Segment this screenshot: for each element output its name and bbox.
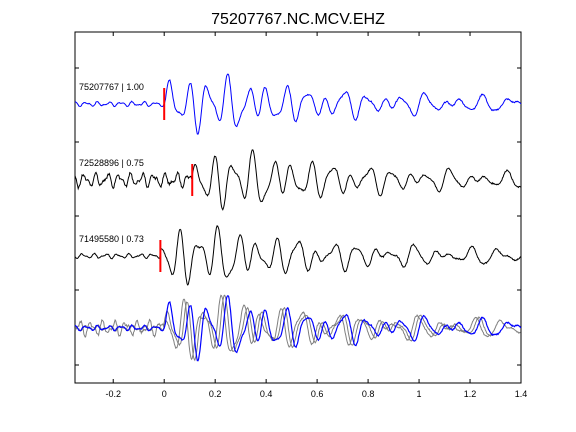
overlay-trace-71495580	[78, 294, 521, 361]
stacked-overlay	[74, 294, 522, 362]
x-tick-label: 0.8	[362, 389, 375, 399]
chart-title: 75207767.NC.MCV.EHZ	[211, 11, 385, 28]
x-axis-ticks: -0.2 0 0.2 0.4 0.6 0.8 1 1.2 1.4	[105, 32, 527, 399]
x-tick-label: 0	[162, 389, 167, 399]
x-tick-label: 0.2	[209, 389, 222, 399]
y-ticks	[75, 67, 521, 366]
trace-layer	[74, 73, 522, 286]
x-tick-label: 1	[417, 389, 422, 399]
trace-label: 71495580 | 0.73	[79, 234, 144, 244]
trace-label: 75207767 | 1.00	[79, 82, 144, 92]
plot-frame	[74, 31, 522, 384]
x-tick-label: 0.6	[311, 389, 324, 399]
x-tick-label: 1.2	[464, 389, 477, 399]
x-tick-label: -0.2	[105, 389, 121, 399]
trace-72528896	[74, 149, 521, 211]
trace-75207767	[74, 73, 522, 135]
trace-71495580	[74, 225, 522, 286]
x-tick-label: 1.4	[515, 389, 528, 399]
trace-label: 72528896 | 0.75	[79, 158, 144, 168]
x-tick-label: 0.4	[260, 389, 273, 399]
trace-labels: 75207767 | 1.00 72528896 | 0.75 71495580 |…	[79, 82, 144, 244]
overlay-trace-72528896	[74, 294, 493, 362]
overlay-trace-75207767	[74, 294, 522, 362]
